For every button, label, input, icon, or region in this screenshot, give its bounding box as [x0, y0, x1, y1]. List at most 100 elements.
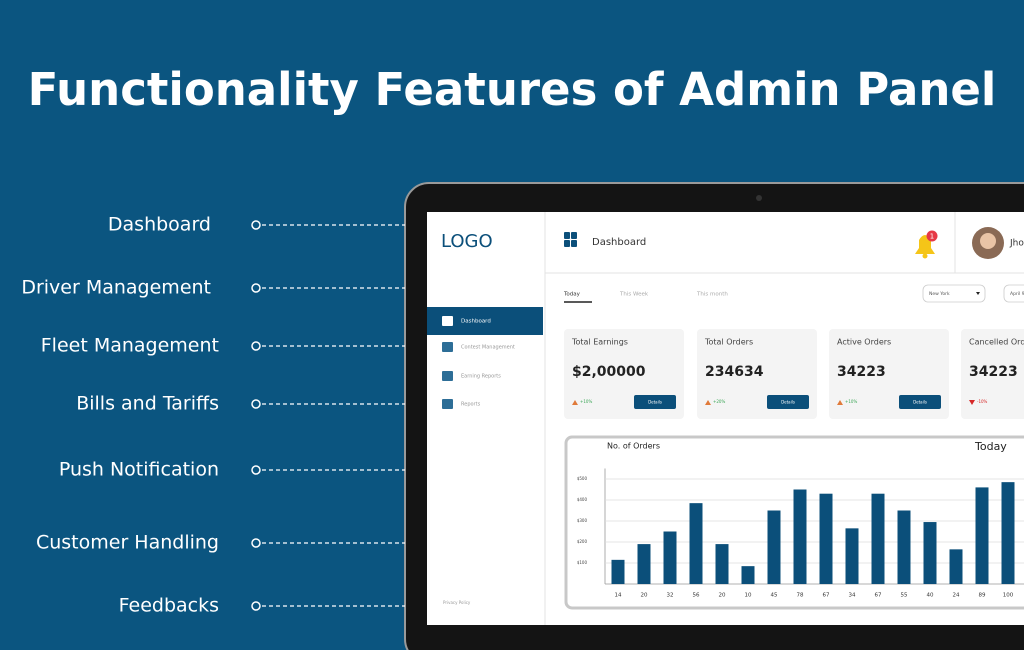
card-label: Cancelled Orders [969, 338, 1024, 347]
dropdown[interactable] [1003, 284, 1024, 303]
nav-item[interactable]: Reports [461, 402, 481, 408]
card-label: Active Orders [837, 338, 891, 347]
details-button[interactable] [767, 395, 809, 409]
feature-label: Driver Management [21, 277, 211, 299]
x-tick-label: 67 [875, 593, 882, 599]
x-tick-label: 78 [797, 593, 804, 599]
card-value: 34223 [837, 364, 886, 380]
bar [767, 510, 781, 584]
screen: LOGO Dashboard Contest Management Earning R… [427, 212, 1024, 625]
chart-period: Today [974, 440, 1007, 453]
logo: LOGO [441, 231, 493, 252]
header-page: Dashboard [592, 237, 646, 248]
bar [949, 549, 963, 584]
connector-dot [251, 399, 261, 409]
connector-dot [251, 465, 261, 475]
x-tick-label: 20 [719, 593, 726, 599]
bar [715, 544, 729, 584]
avatar-face [980, 233, 996, 249]
connector-dot [251, 341, 261, 351]
headline: Functionality Features of Admin Panel [28, 63, 997, 116]
details-button[interactable] [634, 395, 676, 409]
x-tick-label: 45 [771, 593, 778, 599]
bar [923, 522, 937, 584]
nav-icon [442, 371, 453, 381]
card-change: +10% [580, 399, 592, 404]
dropdown-caret [976, 292, 980, 295]
bell-clapper [922, 253, 928, 259]
nav-item[interactable]: Contest Management [461, 345, 515, 351]
y-tick-label: $200 [577, 539, 588, 544]
dropdown-value: New York [929, 291, 950, 297]
card-value: 34223 [969, 364, 1018, 380]
card-change: +10% [845, 399, 857, 404]
bar [1001, 482, 1015, 584]
header-icon [564, 240, 570, 247]
x-tick-label: 10 [745, 593, 752, 599]
connector-dot [251, 283, 261, 293]
x-tick-label: 40 [927, 593, 934, 599]
y-tick-label: $400 [577, 497, 588, 502]
details-label: Details [781, 400, 795, 405]
user-name: Jho [1009, 239, 1024, 249]
badge [926, 230, 938, 242]
bar [897, 510, 911, 584]
bar [819, 493, 833, 584]
nav-item[interactable]: Dashboard [461, 319, 491, 325]
card-label: Total Orders [704, 338, 753, 347]
dropdown-value: April 9 [1010, 291, 1024, 297]
change-icon [969, 400, 975, 405]
bar [689, 503, 703, 584]
tab[interactable]: This month [696, 292, 728, 298]
x-tick-label: 20 [641, 593, 648, 599]
card-value: $2,00000 [572, 364, 646, 380]
feature-label: Feedbacks [119, 595, 219, 617]
y-tick-label: $300 [577, 518, 588, 523]
header-icon [571, 232, 577, 239]
change-icon [705, 400, 711, 405]
y-tick-label: $500 [577, 476, 588, 481]
bar [741, 566, 755, 584]
x-tick-label: 55 [901, 593, 908, 599]
bar [793, 489, 807, 584]
nav-icon [442, 399, 453, 409]
header-icon [564, 232, 570, 239]
bar [663, 531, 677, 584]
feature-label: Customer Handling [36, 532, 219, 554]
bar [611, 559, 625, 584]
x-tick-label: 34 [849, 593, 856, 599]
x-tick-label: 24 [953, 593, 960, 599]
card-change: -10% [977, 399, 988, 404]
x-tick-label: 67 [823, 593, 830, 599]
feature-label: Push Notification [59, 459, 219, 481]
nav-icon [442, 342, 453, 352]
feature-label: Dashboard [108, 214, 211, 236]
bar [845, 528, 859, 584]
connector-dot [251, 538, 261, 548]
card [961, 329, 1024, 419]
bar [637, 544, 651, 584]
x-tick-label: 89 [979, 593, 986, 599]
badge-count: 1 [930, 233, 934, 241]
bar [871, 493, 885, 584]
card-value: 234634 [705, 364, 764, 380]
details-button[interactable] [899, 395, 941, 409]
tab[interactable]: Today [563, 292, 581, 298]
card-change: +20% [713, 399, 725, 404]
nav-icon [442, 316, 453, 326]
feature-label: Fleet Management [41, 335, 219, 357]
y-tick-label: $100 [577, 560, 588, 565]
privacy-link[interactable]: Privacy Policy [443, 600, 471, 605]
camera [756, 195, 762, 201]
x-tick-label: 14 [615, 593, 622, 599]
tab[interactable]: This Week [619, 292, 649, 298]
dropdown[interactable] [922, 284, 986, 303]
change-icon [572, 400, 578, 405]
details-label: Details [913, 400, 927, 405]
x-tick-label: 56 [693, 593, 700, 599]
chart-title: No. of Orders [607, 442, 660, 451]
x-tick-label: 100 [1003, 593, 1014, 599]
nav-item[interactable]: Earning Reports [461, 374, 501, 380]
feature-label: Bills and Tariffs [76, 393, 219, 415]
